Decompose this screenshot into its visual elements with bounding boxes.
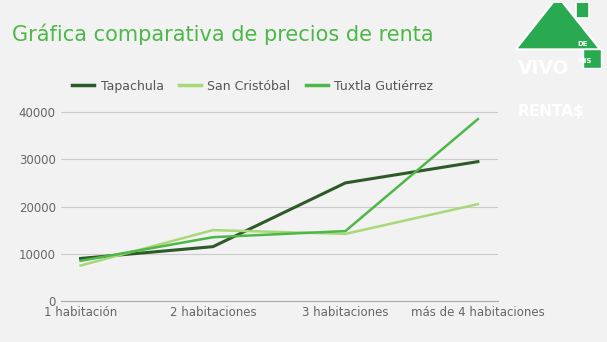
Tuxtla Gutiérrez	[342, 229, 349, 233]
Text: RENTA$: RENTA$	[517, 104, 584, 119]
Tuxtla Gutiérrez	[209, 235, 217, 239]
Bar	[576, 0, 589, 18]
Bar	[583, 49, 601, 68]
Tapachula	[342, 181, 349, 185]
Line: Tuxtla Gutiérrez: Tuxtla Gutiérrez	[81, 119, 478, 261]
San Cristóbal	[474, 202, 481, 206]
Tapachula	[209, 245, 217, 249]
Text: Gráfica comparativa de precios de renta: Gráfica comparativa de precios de renta	[12, 24, 434, 45]
San Cristóbal	[77, 263, 84, 267]
Tapachula	[77, 256, 84, 261]
Tuxtla Gutiérrez	[77, 259, 84, 263]
Polygon shape	[515, 0, 600, 49]
San Cristóbal	[209, 228, 217, 232]
Tapachula	[474, 160, 481, 164]
Line: San Cristóbal: San Cristóbal	[81, 204, 478, 265]
Legend: Tapachula, San Cristóbal, Tuxtla Gutiérrez: Tapachula, San Cristóbal, Tuxtla Gutiérr…	[67, 75, 438, 98]
Text: VIVO: VIVO	[517, 58, 569, 78]
San Cristóbal	[342, 232, 349, 236]
Text: DE: DE	[578, 41, 588, 47]
Tuxtla Gutiérrez	[474, 117, 481, 121]
Line: Tapachula: Tapachula	[81, 162, 478, 259]
Text: MIS: MIS	[578, 58, 592, 64]
